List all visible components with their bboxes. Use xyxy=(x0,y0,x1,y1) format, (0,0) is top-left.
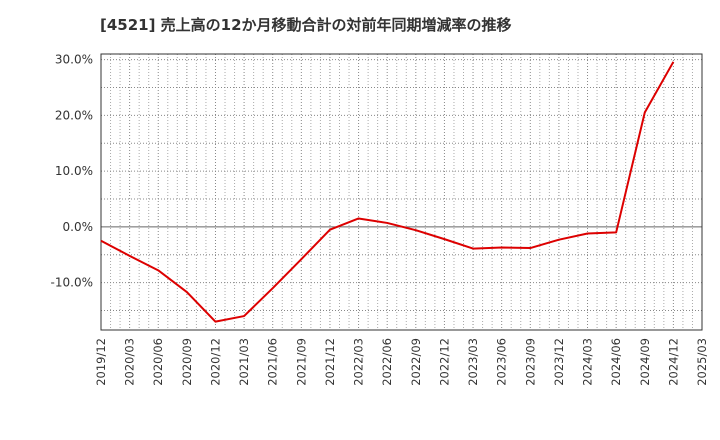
y-tick-label: -10.0% xyxy=(51,276,93,290)
plot-area xyxy=(101,54,702,330)
grid-layer xyxy=(101,54,702,330)
x-tick-label: 2021/09 xyxy=(294,338,308,386)
x-tick-label: 2020/12 xyxy=(208,338,222,386)
plot-frame xyxy=(100,53,703,331)
x-tick-label: 2023/06 xyxy=(495,338,509,386)
x-tick-label: 2020/09 xyxy=(180,338,194,386)
x-tick-label: 2024/12 xyxy=(666,338,680,386)
x-tick-label: 2023/09 xyxy=(523,338,537,386)
x-tick-label: 2020/06 xyxy=(151,338,165,386)
chart-title: [4521] 売上高の12か月移動合計の対前年同期増減率の推移 xyxy=(100,16,512,34)
x-tick-label: 2024/03 xyxy=(581,338,595,386)
x-tick-label: 2022/12 xyxy=(437,338,451,386)
x-tick-label: 2024/09 xyxy=(638,338,652,386)
x-tick-label: 2021/03 xyxy=(237,338,251,386)
x-tick-label: 2021/12 xyxy=(323,338,337,386)
y-tick-label: 20.0% xyxy=(55,108,93,122)
x-tick-label: 2025/03 xyxy=(695,338,709,386)
x-tick-label: 2022/09 xyxy=(409,338,423,386)
y-tick-label: 10.0% xyxy=(55,164,93,178)
x-tick-label: 2024/06 xyxy=(609,338,623,386)
axis-layer: 30.0% 20.0% 10.0% 0.0% -10.0% 2019/12 2020/03 2… xyxy=(51,53,709,386)
x-tick-label: 2023/03 xyxy=(466,338,480,386)
series-layer xyxy=(100,61,675,323)
x-tick-label: 2022/03 xyxy=(352,338,366,386)
y-tick-label: 0.0% xyxy=(63,220,94,234)
x-tick-label: 2020/03 xyxy=(123,338,137,386)
x-tick-label: 2023/12 xyxy=(552,338,566,386)
x-tick-label: 2022/06 xyxy=(380,338,394,386)
x-tick-label: 2021/06 xyxy=(266,338,280,386)
y-tick-label: 30.0% xyxy=(55,53,93,67)
x-tick-label: 2019/12 xyxy=(94,338,108,386)
